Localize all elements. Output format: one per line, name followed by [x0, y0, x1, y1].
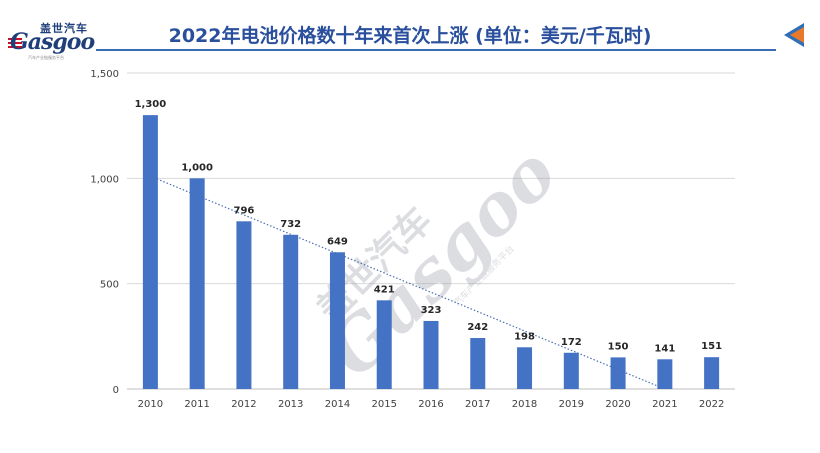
x-tick-label: 2018: [512, 399, 537, 410]
x-tick-label: 2014: [325, 399, 350, 410]
data-label-2011: 1,000: [181, 162, 213, 173]
x-tick-label: 2010: [138, 399, 163, 410]
gridlines: [127, 72, 735, 390]
data-label-2013: 732: [280, 219, 301, 230]
x-tick-label: 2011: [184, 399, 209, 410]
x-axis-ticks: 2010 2011 2012 2013 2014 2015 2016 2017 2018 2019…: [138, 399, 725, 410]
data-label-2022: 151: [701, 341, 722, 352]
data-label-2017: 242: [467, 322, 488, 333]
y-tick-label: 1,500: [90, 69, 119, 80]
data-label-2016: 323: [421, 305, 442, 316]
bars: [142, 115, 720, 389]
gasgoo-logo: 盖世汽车 Gasgoo 汽车产业链服务平台: [6, 20, 95, 66]
x-tick-label: 2019: [559, 399, 584, 410]
data-label-2012: 796: [233, 205, 254, 216]
bar-2010: [142, 115, 158, 389]
x-tick-label: 2013: [278, 399, 303, 410]
x-tick-label: 2021: [652, 399, 677, 410]
data-label-2018: 198: [514, 331, 535, 342]
data-label-2019: 172: [561, 337, 582, 348]
y-tick-label: 0: [113, 385, 119, 396]
x-tick-label: 2012: [231, 399, 256, 410]
logo-chinese-text: 盖世汽车: [40, 22, 88, 35]
data-label-2020: 150: [608, 341, 629, 352]
value-labels: 1,300 1,000 796 732 649 421 323 242 198 172 150 141…: [135, 99, 723, 354]
bar-2021: [657, 359, 673, 389]
bar-2013: [283, 234, 299, 389]
y-tick-label: 500: [100, 280, 119, 291]
data-label-2014: 649: [327, 236, 348, 247]
corner-arrow-icon: [784, 23, 804, 47]
bar-2018: [517, 347, 533, 389]
bar-2012: [236, 221, 252, 389]
bar-2022: [704, 357, 720, 389]
x-tick-label: 2015: [372, 399, 397, 410]
bar-2017: [470, 338, 486, 389]
bar-2011: [189, 178, 205, 389]
data-label-2021: 141: [654, 343, 675, 354]
x-tick-label: 2017: [465, 399, 490, 410]
chart-title: 2022年电池价格数十年来首次上涨 (单位：美元/千瓦时): [168, 25, 652, 47]
bar-2015: [376, 300, 392, 389]
bar-2020: [610, 357, 626, 389]
y-tick-label: 1,000: [90, 174, 119, 185]
x-tick-label: 2022: [699, 399, 724, 410]
logo-english-text: Gasgoo: [10, 29, 95, 55]
x-tick-label: 2016: [418, 399, 443, 410]
x-tick-label: 2020: [605, 399, 630, 410]
logo-subtitle: 汽车产业链服务平台: [28, 55, 64, 60]
bar-2019: [563, 352, 579, 389]
data-label-2010: 1,300: [135, 99, 167, 110]
logo-stripes-icon: [8, 38, 22, 48]
data-label-2015: 421: [374, 284, 395, 295]
bar-2016: [423, 320, 439, 389]
y-axis-ticks: 0 500 1,000 1,500: [90, 69, 119, 396]
title-underline: [96, 49, 776, 51]
bar-2014: [329, 252, 345, 389]
